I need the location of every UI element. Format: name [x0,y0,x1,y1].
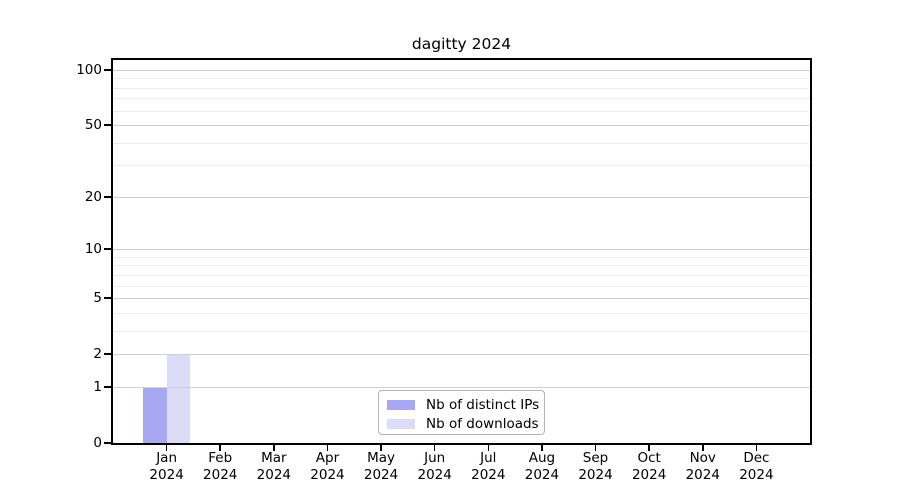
x-tick-mar [273,445,275,451]
grid-line-minor-60 [113,110,810,112]
x-tick-label-dec: Dec 2024 [711,450,801,483]
x-tick-label-month: Dec [743,450,770,466]
grid-line-minor-6 [113,285,810,287]
grid-line-major-10 [113,249,810,251]
x-tick-jan [165,445,168,451]
x-tick-sep [594,445,597,451]
x-tick-apr [326,445,329,451]
grid-line-minor-70 [113,98,810,100]
x-tick-label-month: Feb [208,450,233,466]
x-tick-label-sep: Sep 2024 [551,450,641,483]
x-tick-label-feb: Feb 2024 [175,450,265,483]
x-tick-label-month: Nov [689,450,716,466]
grid-line-minor-9 [113,256,810,258]
grid-line-minor-80 [113,87,810,89]
legend-swatch-distinct-ips [387,400,415,410]
grid-line-minor-3 [113,330,810,332]
grid-line-minor-8 [113,265,810,267]
grid-line-major-2 [113,354,810,356]
y-tick-50 [104,124,111,127]
x-tick-label-month: Jan [156,450,178,466]
legend-label-distinct-ips: Nb of distinct IPs [426,397,540,413]
y-tick-label-100: 100 [76,61,102,78]
grid-line-minor-90 [113,78,810,80]
x-tick-label-year: 2024 [471,466,506,483]
y-tick-100 [104,69,111,71]
y-tick-2 [104,353,111,355]
legend-row-downloads: Nb of downloads [387,415,544,433]
x-tick-label-nov: Nov 2024 [658,450,748,483]
grid-line-minor-7 [113,274,810,276]
x-tick-label-may: May 2024 [336,450,426,483]
grid-line-major-20 [113,196,810,198]
x-tick-dec [755,445,758,451]
x-tick-label-year: 2024 [417,466,452,483]
x-tick-label-month: Aug [528,450,556,466]
x-tick-label-year: 2024 [310,466,345,483]
y-tick-label-50: 50 [84,117,102,134]
x-tick-label-month: Oct [637,450,661,466]
grid-line-minor-30 [113,165,810,167]
x-tick-oct [648,445,650,451]
bar-downloads-jan [166,354,191,443]
x-tick-label-year: 2024 [256,466,292,483]
legend-row-distinct-ips: Nb of distinct IPs [387,396,544,414]
y-tick-label-10: 10 [84,241,102,258]
x-tick-label-aug: Aug 2024 [497,450,587,483]
legend-swatch-downloads [387,419,415,429]
legend: Nb of distinct IPs Nb of downloads [378,390,545,435]
x-tick-label-apr: Apr 2024 [282,450,372,483]
grid-line-minor-4 [113,312,810,314]
bar-distinct-ips-jan [143,386,167,443]
x-tick-label-jul: Jul 2024 [443,450,533,483]
x-tick-aug [541,445,543,451]
x-tick-label-month: Apr [315,450,340,466]
plot-area [111,58,812,445]
x-tick-label-year: 2024 [685,466,720,483]
x-tick-label-month: Jul [480,450,497,466]
y-tick-label-2: 2 [93,346,102,363]
grid-line-major-5 [113,298,810,300]
x-tick-jun [433,445,436,451]
y-tick-10 [104,248,111,250]
y-tick-label-5: 5 [93,290,102,307]
y-tick-0 [104,442,111,444]
x-tick-label-year: 2024 [524,466,560,483]
chart-title: dagitty 2024 [411,35,512,53]
y-tick-20 [104,196,111,198]
x-tick-label-year: 2024 [203,466,238,483]
x-tick-label-month: Jun [424,450,446,466]
y-tick-5 [104,297,111,299]
x-tick-label-month: May [367,450,396,466]
x-tick-label-year: 2024 [363,466,399,483]
y-tick-label-0: 0 [93,435,102,451]
x-tick-label-year: 2024 [149,466,184,483]
x-tick-feb [219,445,222,451]
legend-label-downloads: Nb of downloads [426,416,539,432]
x-tick-nov [701,445,704,451]
x-tick-label-month: Sep [582,450,609,466]
x-tick-label-year: 2024 [739,466,774,483]
y-tick-label-20: 20 [84,188,102,205]
x-tick-label-oct: Oct 2024 [604,450,694,483]
x-tick-label-year: 2024 [578,466,613,483]
grid-line-major-50 [113,125,810,127]
x-tick-label-month: Mar [261,450,287,466]
y-tick-label-1: 1 [93,378,102,395]
x-tick-label-mar: Mar 2024 [229,450,319,483]
x-tick-label-year: 2024 [631,466,667,483]
grid-line-minor-40 [113,142,810,144]
grid-line-major-1 [113,386,810,388]
x-tick-label-jun: Jun 2024 [390,450,480,483]
x-tick-label-jan: Jan 2024 [122,450,212,483]
x-tick-may [380,445,382,451]
x-tick-jul [487,445,490,451]
y-tick-1 [104,386,111,388]
grid-line-major-100 [113,69,810,71]
